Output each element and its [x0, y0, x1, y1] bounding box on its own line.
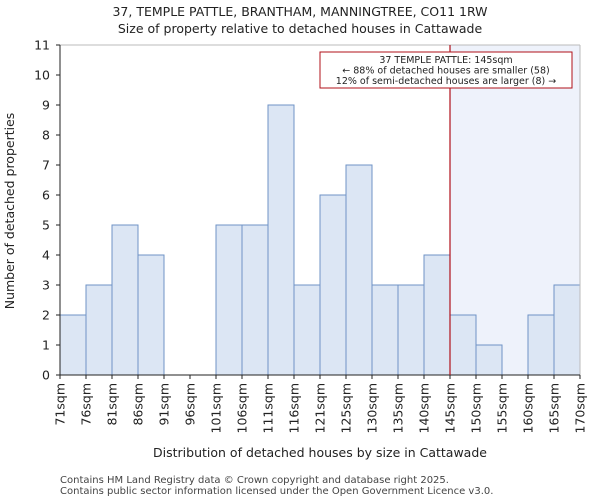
y-tick-label-10: 10: [34, 68, 50, 83]
y-tick-label-6: 6: [42, 188, 50, 203]
x-tick-label-116sqm: 116sqm: [287, 383, 302, 433]
y-tick-label-8: 8: [42, 128, 50, 143]
bar-140sqm: [423, 254, 451, 376]
x-tick-label-121sqm: 121sqm: [313, 383, 328, 433]
chart-subtitle: Size of property relative to detached ho…: [118, 21, 483, 36]
x-tick-label-91sqm: 91sqm: [157, 383, 172, 426]
bar-125sqm: [345, 164, 373, 376]
x-tick-label-160sqm: 160sqm: [521, 383, 536, 433]
bar-145sqm: [449, 314, 477, 376]
bar-150sqm: [475, 344, 503, 376]
bar-135sqm: [397, 284, 425, 376]
y-tick-label-5: 5: [42, 218, 50, 233]
chart-title: 37, TEMPLE PATTLE, BRANTHAM, MANNINGTREE…: [112, 4, 487, 19]
y-tick-label-11: 11: [34, 38, 50, 53]
plot-area: 0 1 2 3 4 5 6 7 8 9 10 11 71sqm 76sqm 81sqm 86sqm 91sqm 9…: [34, 38, 587, 434]
x-tick-label-165sqm: 165sqm: [547, 383, 562, 433]
x-tick-label-170sqm: 170sqm: [573, 383, 588, 433]
bar-116sqm: [293, 284, 321, 376]
x-tick-label-145sqm: 145sqm: [443, 383, 458, 433]
bar-111sqm: [267, 104, 295, 376]
x-tick-label-96sqm: 96sqm: [183, 383, 198, 426]
y-tick-label-3: 3: [42, 278, 50, 293]
annotation-line-1: 37 TEMPLE PATTLE: 145sqm: [379, 55, 512, 66]
x-tick-label-130sqm: 130sqm: [365, 383, 380, 433]
y-tick-label-7: 7: [42, 158, 50, 173]
x-tick-label-76sqm: 76sqm: [79, 383, 94, 426]
bar-81sqm: [111, 224, 139, 376]
x-tick-label-150sqm: 150sqm: [469, 383, 484, 433]
y-tick-label-0: 0: [42, 368, 50, 383]
bar-76sqm: [85, 284, 113, 376]
bar-165sqm: [553, 284, 581, 376]
x-tick-label-81sqm: 81sqm: [105, 383, 120, 426]
bar-160sqm: [527, 314, 555, 376]
bar-121sqm: [319, 194, 347, 376]
x-axis-label: Distribution of detached houses by size …: [153, 445, 487, 460]
y-tick-label-9: 9: [42, 98, 50, 113]
x-tick-label-111sqm: 111sqm: [261, 383, 276, 433]
annotation-line-2: ← 88% of detached houses are smaller (58…: [342, 66, 549, 77]
annotation-line-3: 12% of semi-detached houses are larger (…: [336, 76, 556, 87]
y-tick-label-1: 1: [42, 338, 50, 353]
y-axis-label: Number of detached properties: [2, 113, 17, 310]
bar-71sqm: [59, 314, 87, 376]
x-tick-label-155sqm: 155sqm: [495, 383, 510, 433]
footer-line-2: Contains public sector information licen…: [60, 486, 493, 497]
x-tick-label-125sqm: 125sqm: [339, 383, 354, 433]
y-tick-label-4: 4: [42, 248, 50, 263]
bar-106sqm: [241, 224, 269, 376]
annotation-box: [319, 51, 573, 89]
x-tick-label-86sqm: 86sqm: [131, 383, 146, 426]
bar-101sqm: [215, 224, 243, 376]
bar-86sqm: [137, 254, 165, 376]
x-tick-label-135sqm: 135sqm: [391, 383, 406, 433]
x-tick-label-101sqm: 101sqm: [209, 383, 224, 433]
x-tick-label-71sqm: 71sqm: [53, 383, 68, 426]
x-tick-label-106sqm: 106sqm: [235, 383, 250, 433]
bar-130sqm: [371, 284, 399, 376]
footer-line-1: Contains HM Land Registry data © Crown c…: [60, 475, 449, 486]
y-tick-label-2: 2: [42, 308, 50, 323]
x-tick-label-140sqm: 140sqm: [417, 383, 432, 433]
